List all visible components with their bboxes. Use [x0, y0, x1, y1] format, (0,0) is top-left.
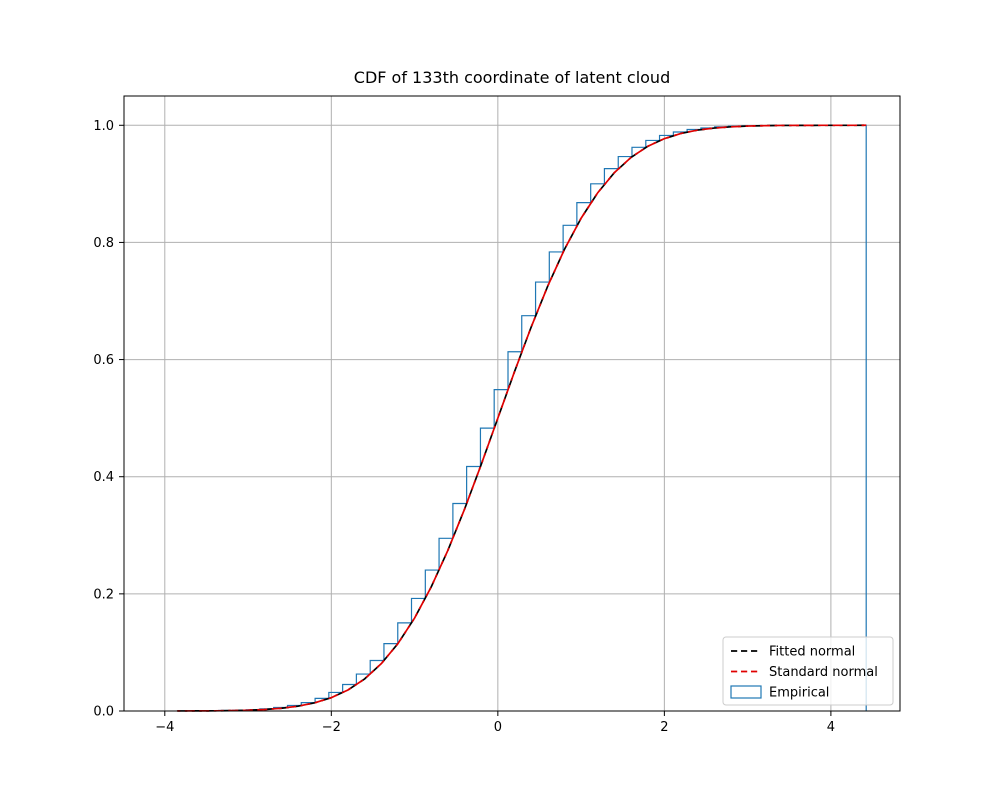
y-tick-label: 0.6	[93, 353, 114, 368]
legend-label: Standard normal	[769, 665, 878, 680]
plot-frame	[123, 95, 901, 712]
y-tick-label: 0.2	[93, 587, 114, 602]
y-tick-labels: 0.0 0.2 0.4 0.6 0.8 1.0	[93, 119, 114, 720]
legend-box	[722, 636, 894, 706]
series-standard-normal-line	[177, 124, 867, 712]
legend-label: Fitted normal	[769, 645, 855, 660]
axis-ticks	[119, 124, 832, 716]
x-tick-label: 4	[827, 720, 835, 735]
plot-series	[176, 124, 867, 712]
y-tick-label: 0.4	[93, 470, 114, 485]
y-tick-label: 1.0	[93, 119, 114, 134]
y-tick-label: 0.8	[93, 236, 114, 251]
x-tick-labels: −4 −2 0 2 4	[155, 720, 835, 735]
x-tick-label: −2	[322, 720, 341, 735]
legend: Fitted normal Standard normal Empirical	[722, 636, 894, 706]
x-tick-label: 2	[660, 720, 668, 735]
legend-label: Empirical	[769, 686, 829, 701]
chart-title: CDF of 133th coordinate of latent cloud	[354, 68, 670, 87]
x-tick-label: 0	[494, 720, 502, 735]
x-tick-label: −4	[155, 720, 174, 735]
legend-sample-empirical	[730, 685, 762, 699]
y-tick-label: 0.0	[93, 705, 114, 720]
